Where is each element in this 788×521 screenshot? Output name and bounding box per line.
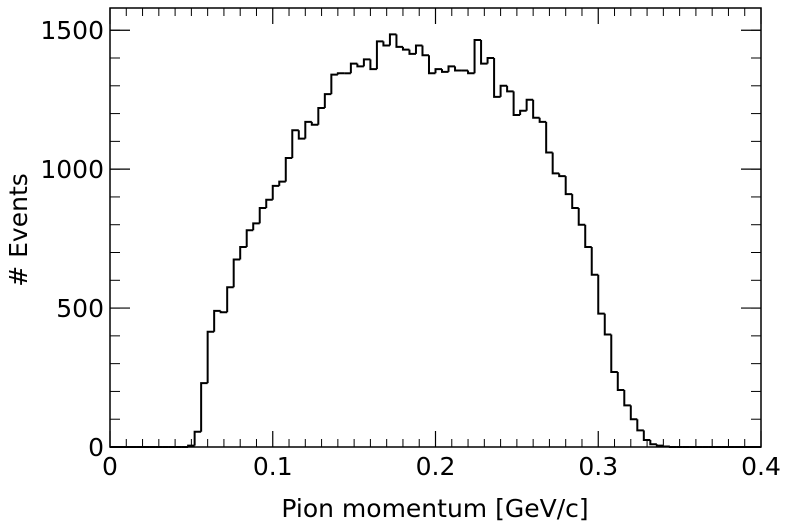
histogram-bin (577, 208, 586, 226)
histogram-bin (252, 222, 260, 231)
histogram-bin (512, 91, 521, 116)
y-tick-label: 500 (56, 294, 104, 323)
histogram-bin (245, 229, 254, 247)
histogram-bin (284, 157, 293, 182)
histogram-bin (226, 286, 234, 313)
histogram-bin (532, 99, 540, 119)
histogram-bin (499, 84, 508, 97)
histogram-bin (336, 72, 345, 75)
histogram-bin (545, 121, 553, 154)
y-tick-label: 1000 (40, 155, 104, 184)
histogram-bin (187, 444, 195, 447)
histogram-bin (265, 198, 273, 209)
x-tick-label: 0.1 (253, 452, 293, 481)
histogram-bin (655, 444, 664, 447)
histogram-bin (642, 430, 651, 442)
histogram-bin (597, 274, 605, 315)
histogram-bin (330, 73, 338, 95)
histogram-bin (506, 85, 514, 93)
histogram-bin (519, 109, 527, 115)
histogram-bin (564, 176, 573, 196)
histogram-bin (636, 419, 644, 432)
y-axis-label: # Events (4, 173, 33, 287)
histogram-bin (558, 173, 566, 178)
histogram-bin (441, 69, 449, 73)
histogram-bin (551, 152, 560, 175)
histogram-bin (395, 34, 403, 48)
histogram-bin (304, 120, 312, 139)
histogram-bin (200, 382, 208, 432)
histogram-bin (323, 93, 332, 109)
x-axis-label: Pion momentum [GeV/c] (281, 494, 588, 521)
histogram-bin (362, 58, 371, 67)
histogram-bin (310, 121, 319, 126)
histogram-bin (447, 65, 456, 72)
histogram-bin (467, 70, 475, 75)
histogram-bin (278, 180, 286, 186)
x-tick-label: 0.3 (578, 452, 618, 481)
histogram-bin (382, 41, 390, 47)
histogram-bin (538, 117, 547, 123)
histogram-bin (258, 207, 267, 224)
histogram-bin (486, 57, 495, 64)
histogram-bin (629, 405, 638, 421)
histogram-bin (213, 309, 221, 332)
histogram-bin (571, 194, 579, 210)
histogram-bin (623, 390, 631, 407)
histogram-bin (414, 44, 423, 54)
histogram-bin (649, 440, 657, 446)
histogram-bin (375, 40, 384, 70)
histogram-bin (473, 38, 482, 74)
histogram-bin (193, 430, 202, 446)
histogram-bin (668, 446, 677, 448)
histogram-bin (401, 46, 410, 51)
histogram-bin (480, 39, 488, 65)
y-tick-label: 1500 (40, 16, 104, 45)
histogram-bin (349, 62, 358, 74)
histogram-bin (454, 66, 462, 72)
x-tick-label: 0.4 (741, 452, 781, 481)
x-tick-label: 0.2 (416, 452, 456, 481)
histogram-bin (356, 63, 364, 68)
histogram-bin (239, 245, 247, 260)
histogram-bin (421, 45, 429, 57)
y-tick-label: 0 (88, 433, 104, 462)
x-tick-label: 0 (102, 452, 118, 481)
histogram-bin (291, 129, 299, 159)
histogram-bin (590, 246, 599, 276)
histogram-bin (317, 107, 325, 125)
histogram-bin (584, 224, 592, 248)
histogram-bin (206, 330, 215, 384)
histogram-bin (427, 55, 436, 75)
histogram-bin (610, 334, 618, 373)
histogram-bin (525, 98, 534, 111)
histogram-bin (662, 445, 670, 448)
histogram-bin (232, 258, 241, 288)
histogram-bin (493, 58, 501, 98)
histogram-bin (271, 184, 280, 200)
histogram-bin (388, 33, 397, 46)
histogram-bin (408, 49, 416, 55)
histogram-bin (616, 371, 625, 392)
histogram-bin (434, 68, 443, 74)
histogram-bin (369, 59, 377, 71)
histogram-bin (219, 310, 228, 314)
histogram-bin (297, 130, 306, 140)
histogram-bin (603, 313, 612, 336)
